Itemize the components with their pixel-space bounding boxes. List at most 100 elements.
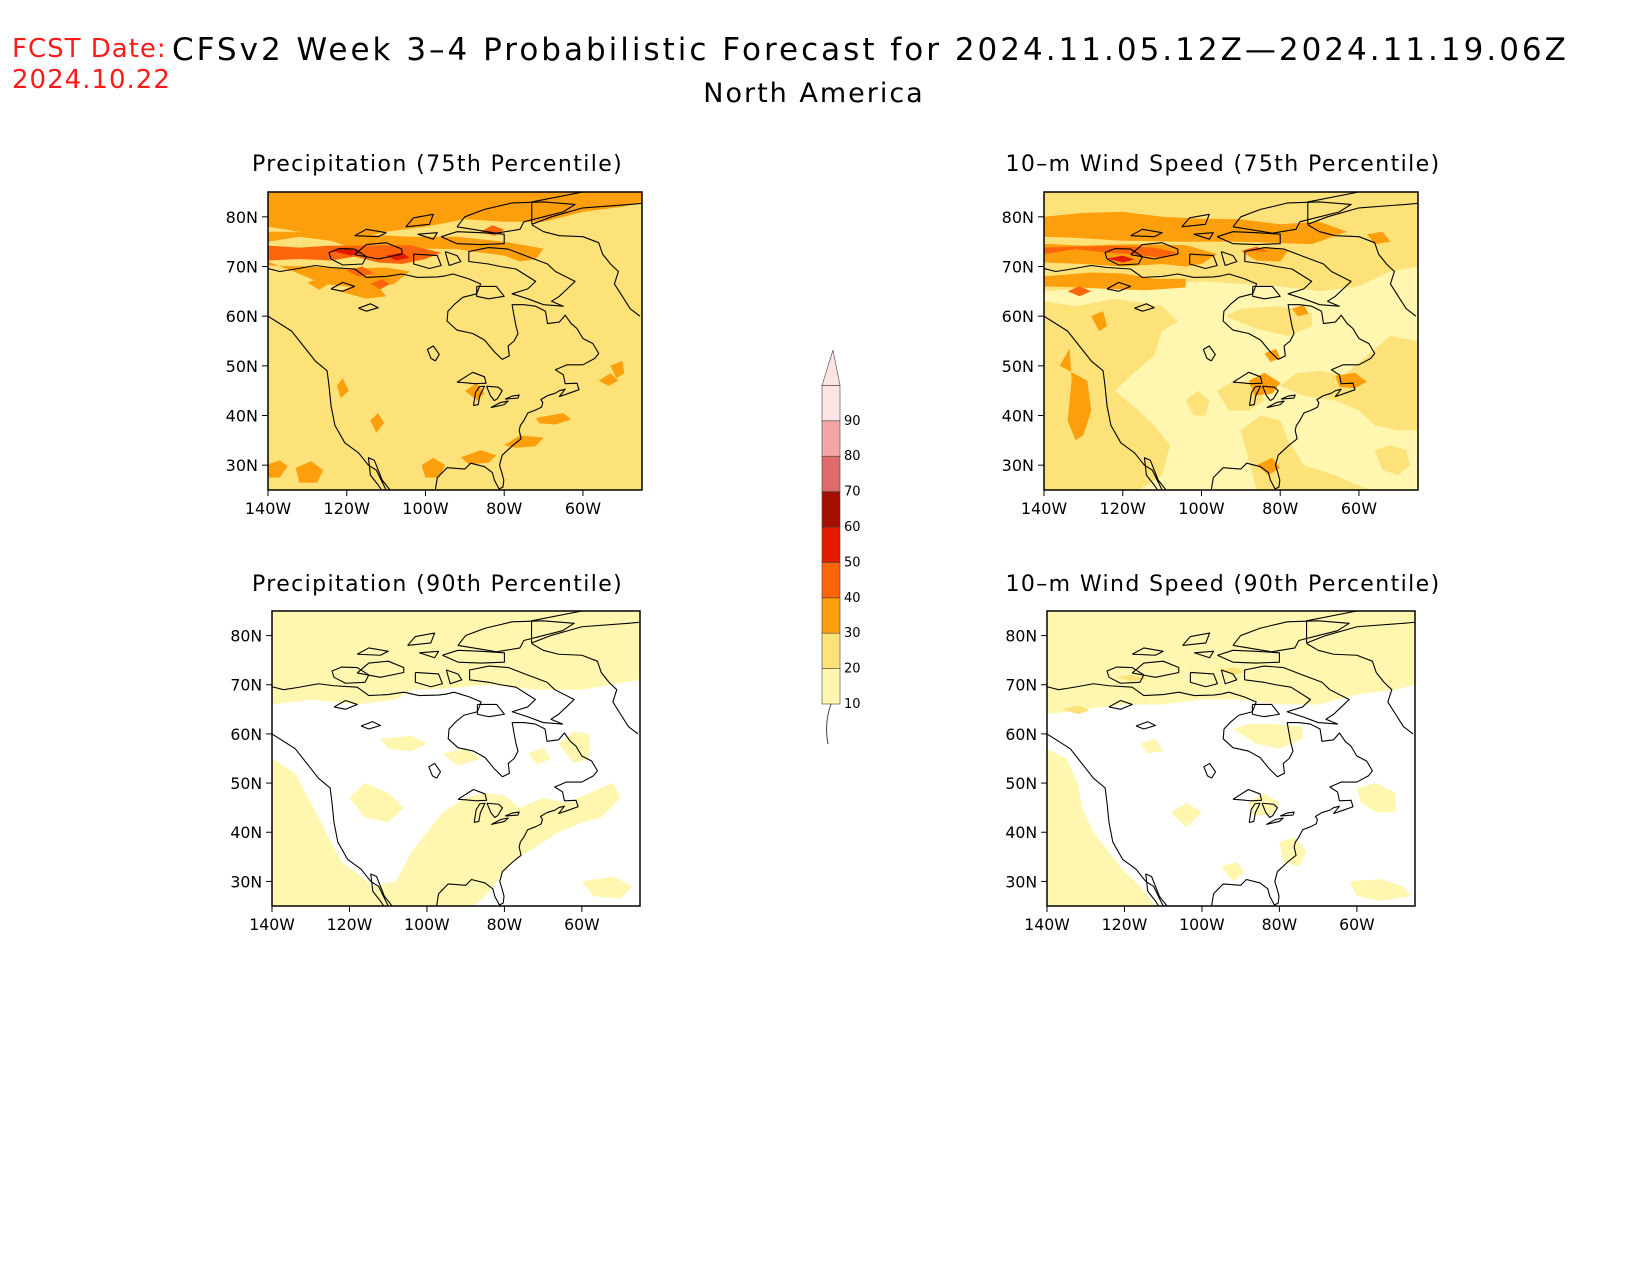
arctic-island — [1217, 649, 1280, 664]
colorbar-swatch — [821, 385, 841, 422]
probability-contour — [527, 747, 551, 765]
great-lake — [504, 811, 520, 817]
arctic-island — [1220, 669, 1238, 685]
map-frame — [267, 191, 643, 491]
arctic-island — [414, 671, 443, 688]
lat-tick-label: 60N — [1002, 307, 1034, 326]
lon-tick-label: 80W — [486, 499, 522, 518]
greenland-coast — [531, 224, 641, 317]
probability-contour — [349, 783, 404, 823]
colorbar-swatch — [821, 455, 841, 492]
great-lake — [1232, 788, 1263, 802]
probability-contour — [1349, 878, 1412, 902]
colorbar-label: 50 — [844, 555, 861, 570]
shading-layer — [268, 192, 642, 490]
coastline — [272, 683, 598, 906]
lat-tick-label: 40N — [1005, 823, 1037, 842]
lat-tick-label: 60N — [1005, 725, 1037, 744]
figure-subtitle: North America — [0, 78, 1650, 109]
arctic-island — [1182, 632, 1211, 646]
probability-contour — [442, 748, 482, 766]
arctic-island — [405, 213, 434, 228]
lat-tick-label: 80N — [1002, 208, 1034, 227]
lat-tick-label: 70N — [1005, 676, 1037, 695]
lat-tick-label: 40N — [1002, 407, 1034, 426]
lat-tick-label: 60N — [230, 725, 262, 744]
great-lake — [457, 788, 488, 802]
arctic-island — [456, 201, 576, 234]
probability-contour — [460, 450, 497, 465]
colorbar-label: 30 — [844, 626, 861, 641]
map-panel-wind-90: 80N 70N 60N 50N 40N 30N 140W 120W 100W 80W 60W — [1005, 610, 1416, 934]
arctic-island — [1130, 242, 1179, 260]
great-lake — [1248, 385, 1262, 407]
great-lake — [490, 400, 509, 409]
probability-contour — [581, 876, 633, 899]
probability-contour — [1185, 390, 1210, 416]
lat-tick-label: 80N — [226, 208, 258, 227]
lake — [1106, 281, 1132, 292]
colorbar-label: 60 — [844, 520, 861, 535]
probability-contour — [1067, 286, 1092, 297]
great-lake — [472, 385, 486, 407]
great-lake — [1279, 811, 1295, 817]
lon-tick-label: 100W — [402, 499, 449, 518]
probability-contour — [598, 373, 619, 386]
arctic-island — [1244, 665, 1350, 725]
probability-contour — [1059, 348, 1092, 441]
lat-tick-label: 50N — [226, 357, 258, 376]
arctic-island — [476, 285, 505, 300]
great-lake — [490, 817, 509, 825]
probability-contour — [1217, 667, 1249, 675]
lat-tick-label: 30N — [1005, 872, 1037, 891]
great-lake — [1261, 385, 1279, 402]
probability-contour — [610, 360, 625, 379]
lon-tick-label: 120W — [1102, 915, 1148, 934]
arctic-island — [445, 669, 463, 685]
lon-tick-label: 120W — [327, 915, 373, 934]
arctic-island — [356, 660, 405, 678]
arctic-island — [1130, 228, 1163, 238]
lat-tick-label: 80N — [1005, 626, 1037, 645]
probability-contour — [421, 457, 446, 478]
arctic-island — [354, 242, 403, 260]
lake — [333, 699, 358, 710]
coastline-layer — [1044, 192, 1418, 490]
lake — [426, 345, 440, 362]
colorbar-swatch — [821, 632, 841, 669]
probability-contour — [535, 413, 572, 425]
great-lake — [1265, 817, 1284, 825]
lake — [1135, 721, 1156, 730]
lon-tick-label: 100W — [404, 915, 450, 934]
forecast-date-label: FCST Date: — [12, 34, 167, 64]
colorbar-label: 40 — [844, 591, 861, 606]
lon-tick-label: 140W — [1024, 915, 1070, 934]
probability-contour — [272, 758, 621, 906]
region-name: North America — [703, 78, 925, 109]
map-panel-precip-75: 80N 70N 60N 50N 40N 30N 140W 120W 100W 80W 60W — [226, 191, 643, 518]
panel-title-wind-75: 10–m Wind Speed (75th Percentile) — [1005, 152, 1441, 177]
probability-contour — [307, 278, 328, 290]
great-lake — [456, 371, 487, 385]
probability-contour — [1062, 705, 1090, 715]
probability-contour — [268, 192, 642, 240]
probability-contour — [1366, 231, 1391, 245]
lat-tick-label: 30N — [226, 456, 258, 475]
lon-tick-label: 60W — [564, 915, 600, 934]
probability-contour — [338, 285, 387, 299]
probability-contour — [1107, 255, 1135, 263]
lat-tick-label: 40N — [230, 823, 262, 842]
probability-contour — [331, 247, 363, 256]
shading-layer — [272, 611, 640, 906]
lon-tick-label: 60W — [1339, 915, 1375, 934]
lon-tick-label: 80W — [1262, 915, 1298, 934]
lat-tick-label: 70N — [230, 676, 262, 695]
arctic-island — [413, 253, 442, 270]
lon-tick-label: 140W — [1021, 499, 1068, 518]
probability-contour — [1240, 247, 1289, 262]
colorbar-label: 20 — [844, 662, 861, 677]
probability-contour — [370, 413, 385, 433]
lake — [358, 303, 379, 312]
probability-contour — [1085, 886, 1117, 904]
arctic-island — [1232, 620, 1350, 653]
